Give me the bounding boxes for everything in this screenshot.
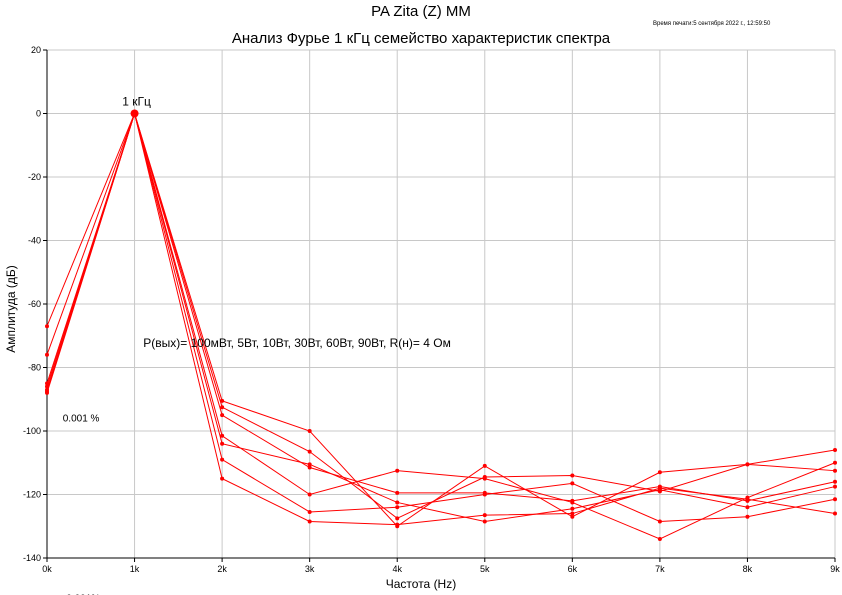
series-point — [833, 448, 837, 453]
series-point — [570, 500, 575, 505]
series-point — [45, 352, 49, 357]
series-point — [220, 476, 225, 481]
series-point — [307, 449, 312, 454]
y-tick-label: 20 — [31, 45, 41, 55]
x-tick-label: 9k — [830, 564, 840, 574]
x-tick-label: 0k — [42, 564, 52, 574]
series-point — [657, 536, 662, 541]
series-point — [482, 513, 487, 518]
series-point — [307, 492, 312, 497]
y-tick-label: 0 — [36, 109, 41, 119]
series-point — [482, 492, 487, 497]
series-point — [220, 441, 225, 446]
series-point — [307, 462, 312, 467]
series-point — [307, 509, 312, 514]
series-point — [657, 519, 662, 524]
series-point — [833, 479, 837, 484]
y-axis-title: Амплитуда (дБ) — [4, 265, 18, 353]
series-point — [395, 468, 400, 473]
x-tick-label: 5k — [480, 564, 490, 574]
peak-label: 1 кГц — [122, 95, 151, 109]
series-point — [570, 481, 575, 486]
y-tick-label: -140 — [23, 553, 41, 563]
series-point — [220, 457, 225, 462]
peak-marker — [130, 109, 139, 118]
y-tick-label: -120 — [23, 490, 41, 500]
y-tick-label: -100 — [23, 426, 41, 436]
y-tick-label: -60 — [28, 299, 41, 309]
percent-label: 0.001 % — [63, 413, 100, 424]
series-line — [46, 111, 836, 522]
print-timestamp: Время печати:5 сентября 2022 г., 12:59:5… — [653, 21, 771, 27]
series-point — [833, 468, 837, 473]
chart-title: PA Zita (Z) MM — [371, 3, 471, 20]
y-tick-label: -20 — [28, 172, 41, 182]
y-tick-label: -40 — [28, 236, 41, 246]
series-point — [395, 505, 400, 510]
chart-subtitle: Анализ Фурье 1 кГц семейство характерист… — [231, 30, 611, 47]
series-point — [395, 500, 400, 505]
series-point — [220, 398, 225, 403]
series-point — [570, 506, 575, 511]
series-point — [570, 514, 575, 519]
x-tick-label: 4k — [392, 564, 402, 574]
series-point — [745, 462, 750, 467]
series-point — [833, 460, 837, 465]
x-tick-label: 8k — [743, 564, 753, 574]
series-point — [570, 473, 575, 478]
x-tick-label: 1k — [130, 564, 140, 574]
series-point — [45, 324, 49, 329]
series-point — [482, 476, 487, 481]
series-point — [657, 470, 662, 475]
series-point — [220, 413, 225, 418]
x-tick-label: 2k — [217, 564, 227, 574]
x-axis-title: Частота (Hz) — [386, 577, 456, 591]
series-line — [46, 111, 836, 522]
x-tick-label: 3k — [305, 564, 315, 574]
x-tick-label: 6k — [568, 564, 578, 574]
series-point — [570, 511, 575, 516]
series-point — [395, 490, 400, 495]
series-point — [833, 484, 837, 489]
x-tick-label: 7k — [655, 564, 665, 574]
series-point — [745, 505, 750, 510]
series-point — [745, 497, 750, 502]
series-point — [220, 433, 225, 438]
series-point — [45, 389, 49, 394]
series-point — [482, 463, 487, 468]
series-point — [307, 429, 312, 433]
y-tick-label: -80 — [28, 363, 41, 373]
series-line — [46, 111, 836, 519]
series-point — [307, 465, 312, 470]
series-point — [307, 519, 312, 524]
series-line — [46, 111, 836, 540]
series-point — [745, 514, 750, 519]
series-point — [833, 497, 837, 502]
power-legend-text: P(вых)= 100мВт, 5Вт, 10Вт, 30Вт, 60Вт, 9… — [143, 336, 451, 350]
series-line — [46, 111, 836, 526]
series-point — [833, 511, 837, 516]
series-point — [395, 516, 400, 521]
series-point — [482, 519, 487, 524]
series-point — [220, 405, 225, 410]
series-point — [657, 486, 662, 491]
series-point — [395, 522, 400, 527]
series-line — [46, 112, 836, 527]
percent-label-cut: 0.001% — [66, 593, 100, 595]
